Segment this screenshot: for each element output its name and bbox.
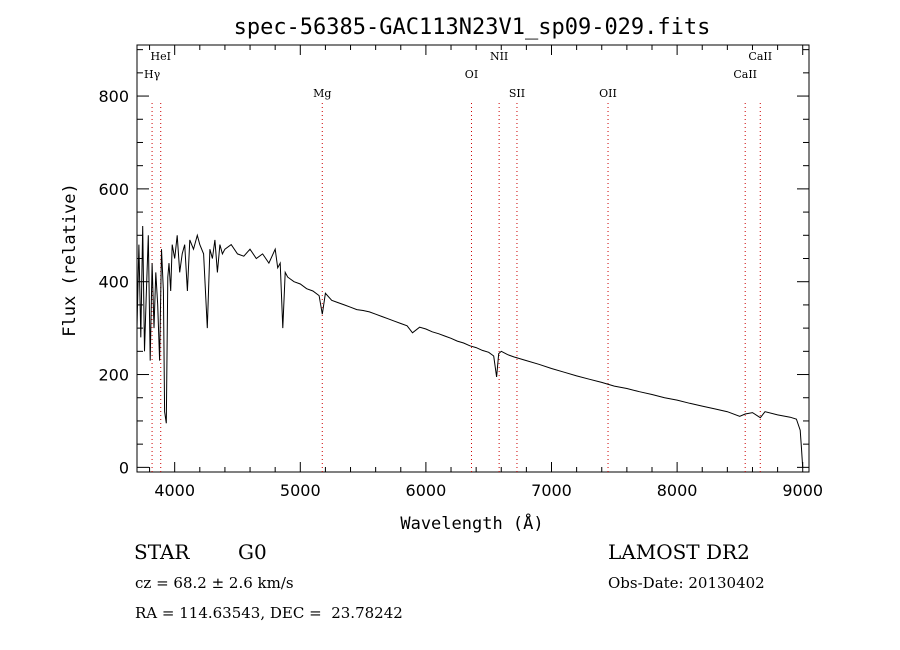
line-marker-label: CaII bbox=[748, 50, 772, 63]
line-marker-label: Hγ bbox=[144, 68, 161, 81]
x-tick-label: 6000 bbox=[406, 481, 447, 500]
x-tick-label: 5000 bbox=[280, 481, 321, 500]
subclass: G0 bbox=[238, 540, 267, 564]
y-axis-label: Flux (relative) bbox=[60, 183, 80, 337]
y-tick-label: 600 bbox=[98, 180, 129, 199]
x-tick-label: 8000 bbox=[657, 481, 698, 500]
y-tick-label: 400 bbox=[98, 273, 129, 292]
survey-name: LAMOST DR2 bbox=[608, 540, 750, 564]
spectrum-line bbox=[136, 225, 804, 468]
redshift-cz: cz = 68.2 ± 2.6 km/s bbox=[135, 574, 294, 592]
obs-date: Obs-Date: 20130402 bbox=[608, 574, 765, 592]
x-tick-label: 4000 bbox=[154, 481, 195, 500]
plot-frame bbox=[136, 44, 810, 473]
line-markers: HeI Hγ Mg OI NII SII OII CaII CaII bbox=[144, 50, 772, 472]
line-marker-label: HeI bbox=[151, 50, 171, 63]
chart-title: spec-56385-GAC113N23V1_sp09-029.fits bbox=[234, 15, 711, 40]
x-tick-label: 9000 bbox=[782, 481, 823, 500]
object-type: STAR bbox=[134, 540, 190, 564]
x-tick-label: 7000 bbox=[531, 481, 572, 500]
y-axis: 0 200 400 600 800 bbox=[98, 49, 809, 477]
line-marker-label: OII bbox=[599, 87, 617, 100]
y-tick-label: 0 bbox=[119, 458, 129, 477]
line-marker-label: CaII bbox=[733, 68, 757, 81]
x-axis: 4000 5000 6000 7000 8000 9000 bbox=[149, 45, 823, 500]
y-tick-label: 800 bbox=[98, 87, 129, 106]
line-marker-label: OI bbox=[465, 68, 478, 81]
line-marker-label: SII bbox=[509, 87, 525, 100]
spectrum-chart: spec-56385-GAC113N23V1_sp09-029.fits 400… bbox=[60, 15, 823, 534]
line-marker-label: Mg bbox=[313, 87, 331, 100]
line-marker-label: NII bbox=[490, 50, 508, 63]
x-axis-label: Wavelength (Å) bbox=[400, 512, 543, 534]
y-tick-label: 200 bbox=[98, 366, 129, 385]
coordinates: RA = 114.63543, DEC = 23.78242 bbox=[135, 604, 403, 622]
